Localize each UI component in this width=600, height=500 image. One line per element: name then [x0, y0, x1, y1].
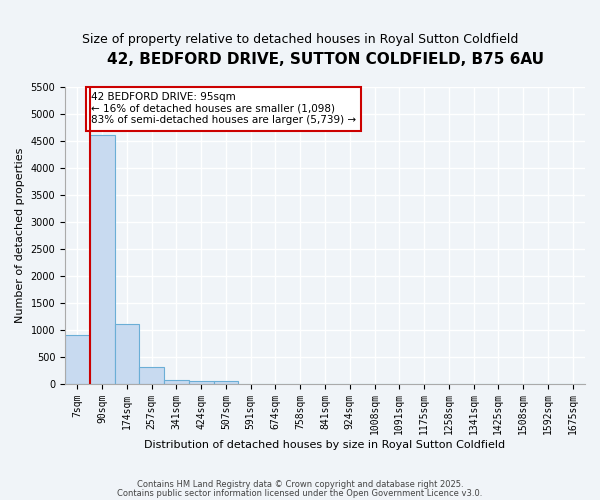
Bar: [65, 335, 90, 384]
Bar: [139, 368, 164, 384]
Bar: [189, 380, 214, 384]
Text: Contains public sector information licensed under the Open Government Licence v3: Contains public sector information licen…: [118, 488, 482, 498]
Bar: [214, 380, 238, 384]
Text: Size of property relative to detached houses in Royal Sutton Coldfield: Size of property relative to detached ho…: [82, 32, 518, 46]
Bar: [90, 136, 115, 384]
X-axis label: Distribution of detached houses by size in Royal Sutton Coldfield: Distribution of detached houses by size …: [145, 440, 506, 450]
Text: 42 BEDFORD DRIVE: 95sqm
← 16% of detached houses are smaller (1,098)
83% of semi: 42 BEDFORD DRIVE: 95sqm ← 16% of detache…: [91, 92, 356, 126]
Text: Contains HM Land Registry data © Crown copyright and database right 2025.: Contains HM Land Registry data © Crown c…: [137, 480, 463, 489]
Title: 42, BEDFORD DRIVE, SUTTON COLDFIELD, B75 6AU: 42, BEDFORD DRIVE, SUTTON COLDFIELD, B75…: [107, 52, 544, 68]
Bar: [115, 324, 139, 384]
Bar: [164, 380, 189, 384]
Y-axis label: Number of detached properties: Number of detached properties: [15, 148, 25, 323]
